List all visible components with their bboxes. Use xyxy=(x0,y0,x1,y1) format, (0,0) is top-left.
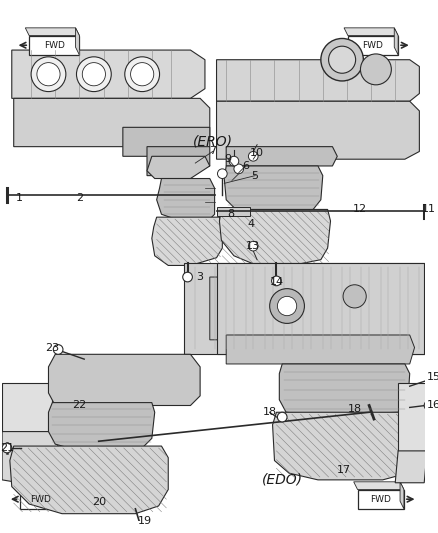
Polygon shape xyxy=(216,101,419,159)
Text: 1: 1 xyxy=(16,193,23,203)
Text: 18: 18 xyxy=(348,405,362,414)
Text: 12: 12 xyxy=(353,205,367,214)
Text: 9: 9 xyxy=(225,154,232,164)
Polygon shape xyxy=(216,206,251,216)
Text: 20: 20 xyxy=(92,497,106,507)
Circle shape xyxy=(360,54,392,85)
Circle shape xyxy=(218,169,227,179)
Text: 15: 15 xyxy=(427,372,438,382)
Circle shape xyxy=(229,156,239,166)
Text: (ERO): (ERO) xyxy=(193,135,233,149)
Polygon shape xyxy=(14,99,210,147)
Text: 19: 19 xyxy=(138,516,152,527)
Text: 8: 8 xyxy=(227,209,235,219)
Polygon shape xyxy=(226,147,337,166)
Circle shape xyxy=(343,285,366,308)
Polygon shape xyxy=(216,263,424,354)
Polygon shape xyxy=(395,451,427,483)
Circle shape xyxy=(277,412,287,422)
Polygon shape xyxy=(226,335,414,364)
Polygon shape xyxy=(25,28,79,36)
Circle shape xyxy=(31,57,66,92)
Text: 23: 23 xyxy=(45,343,60,352)
Text: 16: 16 xyxy=(427,400,438,410)
Text: FWD: FWD xyxy=(44,41,65,50)
Circle shape xyxy=(234,164,244,174)
Circle shape xyxy=(37,62,60,86)
Text: 18: 18 xyxy=(263,407,277,417)
Polygon shape xyxy=(357,489,404,509)
Polygon shape xyxy=(152,217,223,265)
Polygon shape xyxy=(49,402,155,451)
Circle shape xyxy=(77,57,111,92)
Text: 6: 6 xyxy=(242,161,249,171)
Polygon shape xyxy=(147,147,210,176)
Circle shape xyxy=(321,38,364,81)
Text: 14: 14 xyxy=(269,277,283,287)
Circle shape xyxy=(82,62,106,86)
Text: 11: 11 xyxy=(422,205,436,214)
Polygon shape xyxy=(354,482,404,489)
Circle shape xyxy=(270,289,304,324)
Text: 21: 21 xyxy=(0,443,14,453)
Circle shape xyxy=(125,57,159,92)
Text: 5: 5 xyxy=(252,171,259,181)
Polygon shape xyxy=(147,156,210,179)
Polygon shape xyxy=(394,28,398,55)
Polygon shape xyxy=(184,263,427,354)
Circle shape xyxy=(277,296,297,316)
Polygon shape xyxy=(75,28,79,55)
Polygon shape xyxy=(10,446,168,514)
Polygon shape xyxy=(400,482,404,509)
Circle shape xyxy=(53,345,63,354)
Text: 7: 7 xyxy=(209,147,216,157)
Polygon shape xyxy=(224,166,323,214)
Text: (EDO): (EDO) xyxy=(262,473,303,487)
Circle shape xyxy=(2,443,12,453)
Circle shape xyxy=(134,521,144,531)
Circle shape xyxy=(131,62,154,86)
Polygon shape xyxy=(219,209,331,265)
Circle shape xyxy=(183,272,192,282)
Polygon shape xyxy=(49,354,200,406)
Text: 22: 22 xyxy=(72,400,87,410)
Polygon shape xyxy=(20,489,63,509)
Text: 13: 13 xyxy=(246,241,260,251)
Polygon shape xyxy=(2,383,53,432)
Circle shape xyxy=(424,401,434,410)
Text: 4: 4 xyxy=(248,219,255,229)
Polygon shape xyxy=(216,60,419,101)
Polygon shape xyxy=(16,482,63,489)
Polygon shape xyxy=(29,36,79,55)
Circle shape xyxy=(248,151,258,161)
Circle shape xyxy=(426,374,436,383)
Text: 3: 3 xyxy=(197,272,204,282)
Circle shape xyxy=(248,241,258,251)
Circle shape xyxy=(328,46,356,73)
Polygon shape xyxy=(210,277,413,340)
Polygon shape xyxy=(344,28,398,36)
Polygon shape xyxy=(348,36,398,55)
Text: FWD: FWD xyxy=(363,41,383,50)
Polygon shape xyxy=(123,127,210,156)
Text: 10: 10 xyxy=(250,148,264,158)
Circle shape xyxy=(272,276,281,286)
Text: 2: 2 xyxy=(76,193,83,203)
Text: FWD: FWD xyxy=(370,495,391,504)
Polygon shape xyxy=(272,412,414,480)
Polygon shape xyxy=(2,432,62,483)
Text: FWD: FWD xyxy=(30,495,51,504)
Polygon shape xyxy=(157,179,215,221)
Text: 17: 17 xyxy=(337,465,351,475)
Polygon shape xyxy=(59,482,63,509)
Polygon shape xyxy=(12,50,205,99)
Polygon shape xyxy=(279,364,410,415)
Polygon shape xyxy=(398,383,427,451)
